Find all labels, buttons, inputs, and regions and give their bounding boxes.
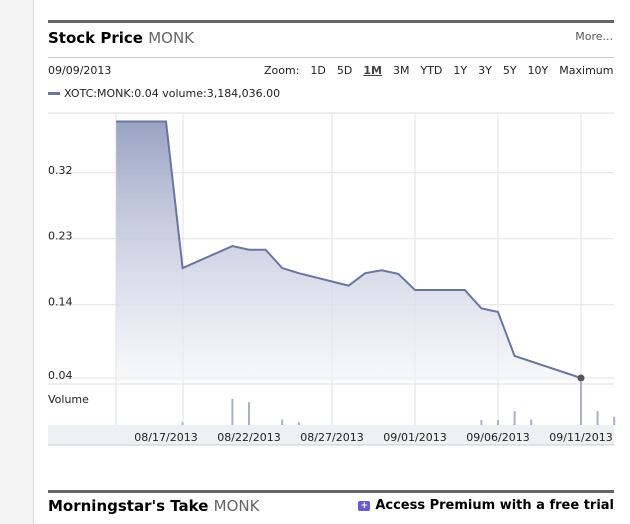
current-date: 09/09/2013 [48,64,112,77]
y-tick-label: 0.14 [48,296,73,309]
zoom-maximum[interactable]: Maximum [559,64,614,77]
section-divider [48,490,614,493]
zoom-3m[interactable]: 3M [392,64,410,77]
zoom-10y[interactable]: 10Y [527,64,549,77]
premium-text: Access Premium with a free trial [375,498,614,513]
volume-bar [281,419,284,425]
volume-bar [596,411,599,425]
volume-label: Volume [48,393,89,406]
zoom-ytd[interactable]: YTD [420,64,443,77]
legend: XOTC:MONK:0.04 volume:3,184,036.00 [48,87,280,100]
page-left-margin [0,0,34,524]
y-tick-label: 0.32 [48,164,73,177]
volume-bar [181,422,184,425]
section-title: Stock Price MONK [48,29,194,47]
y-tick-label: 0.23 [48,230,73,243]
legend-swatch [48,92,60,95]
zoom-5d[interactable]: 5D [336,64,353,77]
premium-icon: + [358,500,371,511]
price-area [116,121,581,381]
y-tick-label: 0.04 [48,369,73,382]
volume-bar [613,416,616,425]
volume-bar [580,381,582,425]
x-tick-label: 09/11/2013 [549,431,612,444]
zoom-controls: Zoom: 1D 5D 1M 3M YTD 1Y 3Y 5Y 10Y Maximum [264,64,613,77]
volume-bar [497,420,499,425]
zoom-5y[interactable]: 5Y [502,64,517,77]
x-axis-band [48,425,614,445]
x-tick-label: 08/27/2013 [300,431,363,444]
volume-bar [231,398,234,425]
morningstar-take-title: Morningstar's Take MONK [48,497,259,515]
divider [48,57,614,58]
title-text: Stock Price [48,29,143,47]
ticker: MONK [148,29,195,47]
volume-bar [530,419,533,425]
zoom-1d[interactable]: 1D [310,64,326,77]
zoom-1m[interactable]: 1M [363,64,382,77]
x-tick-label: 09/06/2013 [466,431,529,444]
x-tick-label: 08/22/2013 [217,431,280,444]
last-price-marker [577,374,585,382]
legend-text: XOTC:MONK:0.04 volume:3,184,036.00 [64,87,281,100]
zoom-3y[interactable]: 3Y [478,64,492,77]
zoom-label: Zoom: [264,64,300,77]
access-premium-link[interactable]: + Access Premium with a free trial [358,498,614,513]
title-text: Morningstar's Take [48,497,209,515]
x-tick-label: 08/17/2013 [134,431,197,444]
zoom-1y[interactable]: 1Y [453,64,468,77]
volume-bar [513,411,516,425]
price-line [116,120,582,379]
ticker: MONK [213,497,260,515]
volume-bar [297,422,300,425]
section-divider [48,20,614,23]
more-link[interactable]: More... [575,30,613,43]
volume-bar [248,402,250,425]
x-tick-label: 09/01/2013 [383,431,446,444]
volume-bar [480,420,483,425]
